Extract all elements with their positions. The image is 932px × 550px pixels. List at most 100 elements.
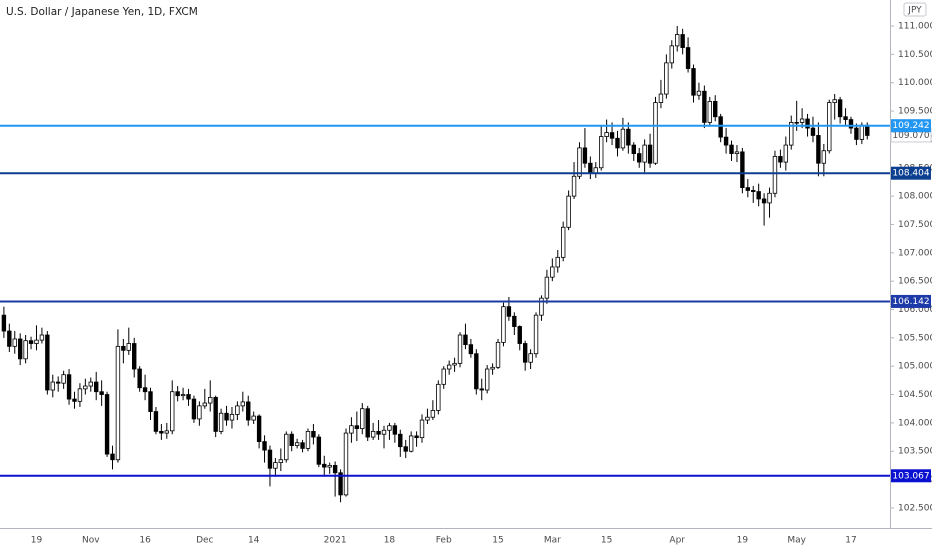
candle-body	[577, 147, 582, 177]
candle-body	[484, 368, 490, 391]
candle-body	[859, 124, 865, 140]
candle-body	[566, 195, 571, 228]
level-label: 109.242	[892, 121, 929, 131]
y-tick-label: 111.000	[898, 22, 932, 32]
candle-body	[805, 118, 810, 129]
candle-body	[463, 334, 468, 346]
candle-body	[115, 345, 121, 461]
level-label: 103.067	[892, 471, 929, 481]
level-label: 106.142	[892, 297, 929, 307]
candle-body	[186, 394, 191, 400]
candle-body	[381, 429, 387, 435]
candle-body	[408, 435, 414, 452]
candle-body	[365, 408, 370, 438]
y-tick-label: 110.000	[898, 78, 932, 88]
y-tick-label: 105.500	[898, 333, 932, 343]
candle-body	[202, 402, 208, 407]
candle-body	[756, 191, 761, 200]
candle-body	[256, 415, 262, 442]
candle-body	[479, 388, 484, 391]
candle-body	[490, 366, 495, 370]
candle-body	[376, 430, 381, 435]
candle-body	[322, 463, 327, 468]
candle-body	[77, 388, 83, 402]
candle-body	[218, 412, 224, 432]
level-badge	[891, 166, 931, 180]
candle-body	[398, 433, 403, 448]
candle-body	[311, 430, 316, 438]
level-badge	[891, 469, 931, 483]
candle-body	[865, 124, 870, 136]
y-tick-label: 106.000	[898, 305, 932, 315]
candle-body	[153, 411, 159, 432]
candle-body	[669, 45, 674, 64]
candle-body	[550, 266, 555, 278]
candle-body	[338, 472, 343, 496]
candle-body	[159, 430, 164, 434]
candle-body	[854, 127, 859, 140]
candle-body	[191, 398, 197, 420]
y-tick-label: 109.500	[898, 107, 932, 117]
candle-body	[560, 226, 566, 258]
x-tick-label: 14	[248, 536, 260, 546]
candle-body	[300, 442, 305, 449]
x-tick-label: Mar	[544, 536, 561, 546]
candle-body	[273, 462, 278, 469]
candle-body	[522, 343, 528, 363]
candle-body	[99, 391, 104, 395]
candle-body	[392, 425, 398, 435]
candle-body	[707, 101, 712, 123]
candle-body	[740, 151, 745, 189]
candle-body	[821, 150, 827, 164]
candle-body	[751, 190, 756, 192]
y-tick-label: 107.500	[898, 220, 932, 230]
candle-body	[262, 441, 267, 451]
y-tick-label: 107.000	[898, 248, 932, 258]
candle-body	[571, 175, 577, 197]
candle-body	[691, 68, 696, 96]
candle-body	[637, 153, 642, 163]
candle-body	[316, 436, 322, 465]
candle-body	[539, 297, 544, 316]
candle-body	[588, 162, 593, 174]
x-tick-label: 2021	[324, 536, 347, 546]
candle-body	[170, 391, 175, 432]
x-tick-label: 17	[845, 536, 856, 546]
candle-body	[810, 127, 816, 136]
candle-body	[783, 144, 789, 163]
candle-body	[816, 135, 821, 164]
candle-body	[664, 62, 669, 95]
candle-body	[555, 256, 560, 268]
candle-body	[734, 151, 740, 154]
candle-body	[278, 459, 284, 463]
candle-body	[680, 34, 685, 48]
candle-body	[1, 314, 7, 332]
candle-body	[702, 90, 707, 123]
y-tick-label: 105.000	[898, 362, 932, 372]
candle-body	[414, 435, 419, 439]
candle-body	[767, 192, 772, 204]
candle-body	[267, 449, 273, 469]
candle-body	[544, 276, 550, 299]
candle-body	[729, 144, 734, 154]
candle-body	[224, 412, 229, 421]
candle-body	[794, 122, 799, 124]
y-tick-label: 102.500	[898, 503, 932, 513]
candle-body	[12, 338, 17, 347]
candle-body	[675, 34, 680, 47]
candle-body	[501, 306, 506, 343]
candle-body	[436, 383, 441, 411]
candle-body	[832, 99, 837, 103]
y-tick-label: 110.500	[898, 50, 932, 60]
candle-body	[837, 99, 843, 118]
candle-body	[7, 330, 12, 347]
candle-body	[17, 338, 23, 360]
candle-body	[658, 93, 664, 103]
candle-body	[354, 425, 360, 429]
x-tick-label: May	[787, 536, 806, 546]
candle-body	[457, 334, 463, 364]
candle-body	[696, 90, 702, 96]
candle-body	[164, 430, 169, 434]
candle-body	[197, 405, 202, 420]
candle-body	[213, 396, 218, 432]
